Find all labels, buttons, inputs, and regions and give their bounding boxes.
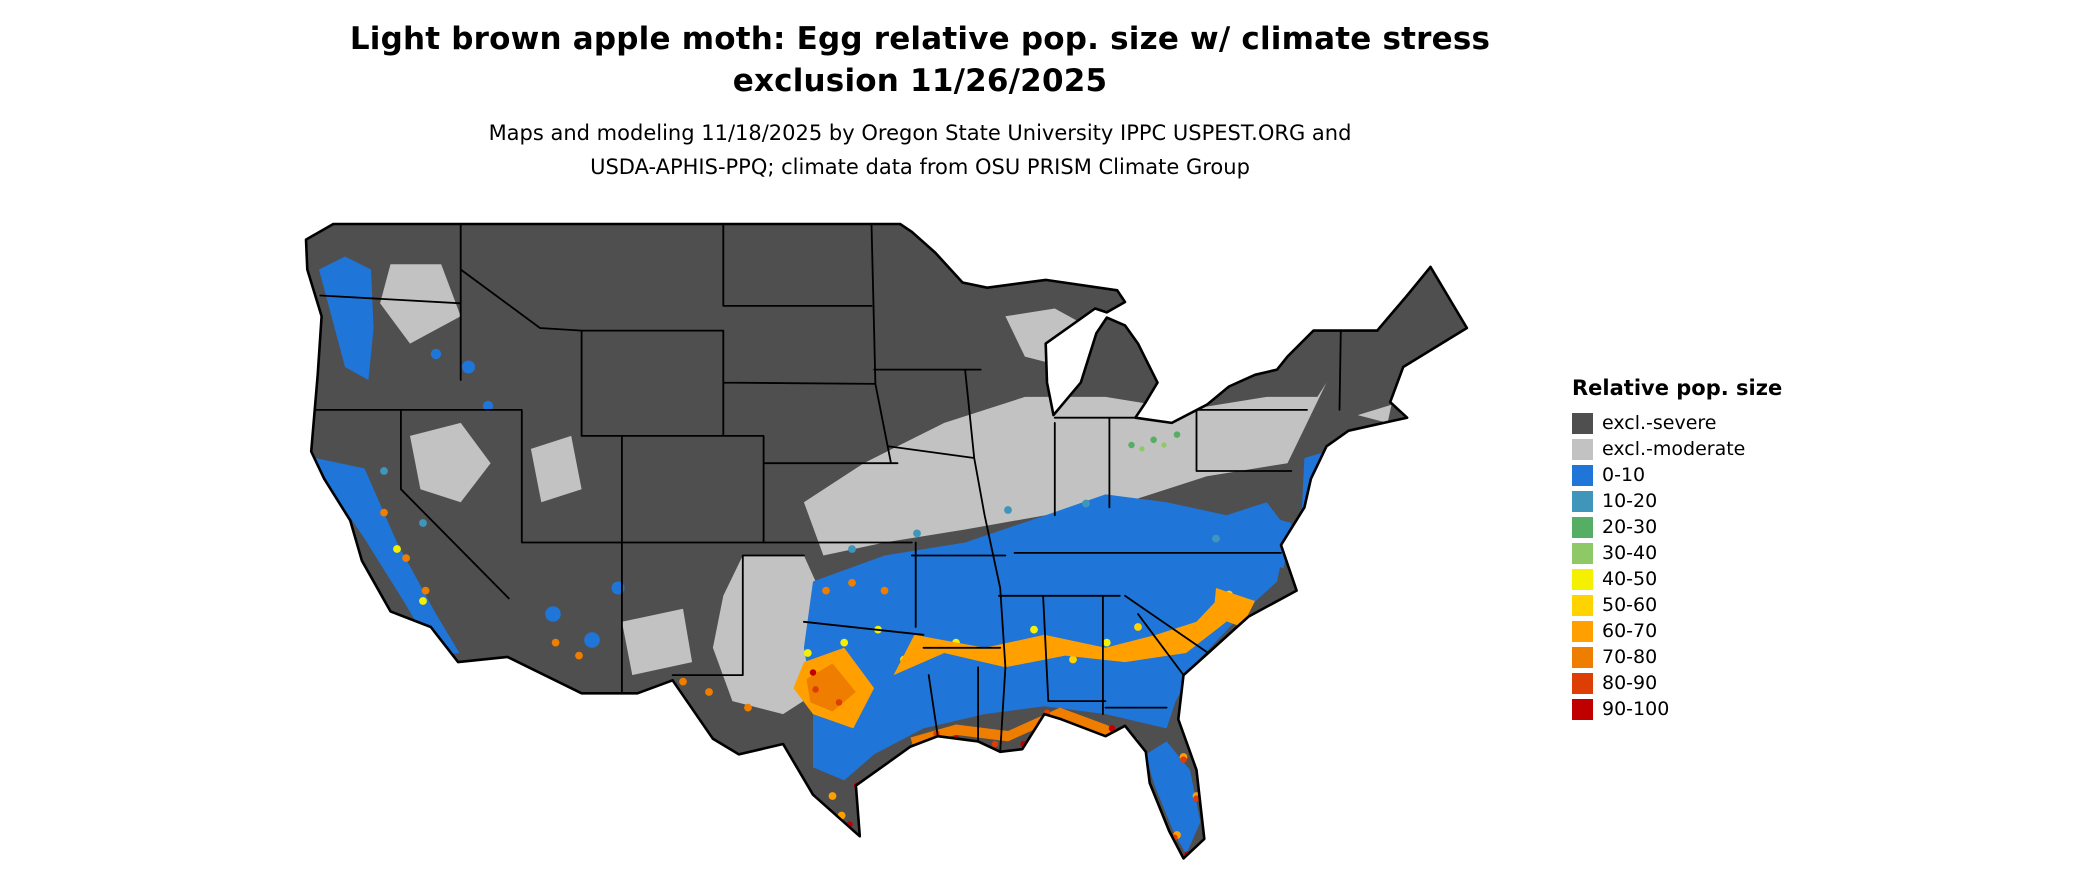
legend-item-70-80: 70-80 <box>1572 644 1792 670</box>
legend-label: 10-20 <box>1602 490 1658 512</box>
legend-label: 0-10 <box>1602 464 1646 486</box>
us-outline <box>304 222 1469 860</box>
legend-swatch <box>1572 464 1593 486</box>
legend-item-excl-moderate: excl.-moderate <box>1572 436 1792 462</box>
map-title: Light brown apple moth: Egg relative pop… <box>0 18 1840 102</box>
legend-swatch <box>1572 542 1593 564</box>
legend-label: excl.-severe <box>1602 412 1717 434</box>
legend-swatch <box>1572 646 1593 668</box>
map-region-30-40 <box>1139 442 1167 452</box>
map-title-line-2: exclusion 11/26/2025 <box>732 63 1108 99</box>
legend-item-20-30: 20-30 <box>1572 514 1792 540</box>
legend-swatch <box>1572 412 1593 434</box>
legend-item-50-60: 50-60 <box>1572 592 1792 618</box>
map-region-20-30 <box>1128 431 1181 449</box>
legend-item-30-40: 30-40 <box>1572 540 1792 566</box>
legend-swatch <box>1572 568 1593 590</box>
map-subtitle-line-1: Maps and modeling 11/18/2025 by Oregon S… <box>488 121 1352 145</box>
legend-item-90-100: 90-100 <box>1572 696 1792 722</box>
legend-item-60-70: 60-70 <box>1572 618 1792 644</box>
legend-label: 70-80 <box>1602 646 1658 668</box>
map-region-40-50 <box>393 545 1111 657</box>
legend-swatch <box>1572 620 1593 642</box>
legend-item-excl-severe: excl.-severe <box>1572 410 1792 436</box>
legend-swatch <box>1572 698 1593 720</box>
legend-label: 80-90 <box>1602 672 1658 694</box>
map-region-80-90 <box>812 686 1200 841</box>
us-map <box>228 198 1476 874</box>
legend-label: 60-70 <box>1602 620 1658 642</box>
legend-label: 40-50 <box>1602 568 1658 590</box>
map-region-10-20 <box>380 467 1220 553</box>
legend-label: 30-40 <box>1602 542 1658 564</box>
us-map-svg <box>304 222 1469 860</box>
map-region-70-80 <box>380 508 1138 750</box>
legend-swatch <box>1572 594 1593 616</box>
legend-label: 20-30 <box>1602 516 1658 538</box>
legend-item-40-50: 40-50 <box>1572 566 1792 592</box>
legend-label: excl.-moderate <box>1602 438 1746 460</box>
legend-swatch <box>1572 490 1593 512</box>
legend-label: 90-100 <box>1602 698 1670 720</box>
map-title-line-1: Light brown apple moth: Egg relative pop… <box>349 21 1491 57</box>
legend-item-0-10: 0-10 <box>1572 462 1792 488</box>
map-subtitle: Maps and modeling 11/18/2025 by Oregon S… <box>0 116 1840 184</box>
state-borders <box>314 224 1342 753</box>
legend-title: Relative pop. size <box>1572 376 1783 400</box>
legend-swatch <box>1572 672 1593 694</box>
map-subtitle-line-2: USDA-APHIS-PPQ; climate data from OSU PR… <box>590 155 1250 179</box>
map-legend: Relative pop. size excl.-severe excl.-mo… <box>1572 376 1792 722</box>
legend-label: 50-60 <box>1602 594 1658 616</box>
map-header: Light brown apple moth: Egg relative pop… <box>0 18 1840 184</box>
legend-swatch <box>1572 516 1593 538</box>
legend-item-10-20: 10-20 <box>1572 488 1792 514</box>
legend-swatch <box>1572 438 1593 460</box>
legend-item-80-90: 80-90 <box>1572 670 1792 696</box>
